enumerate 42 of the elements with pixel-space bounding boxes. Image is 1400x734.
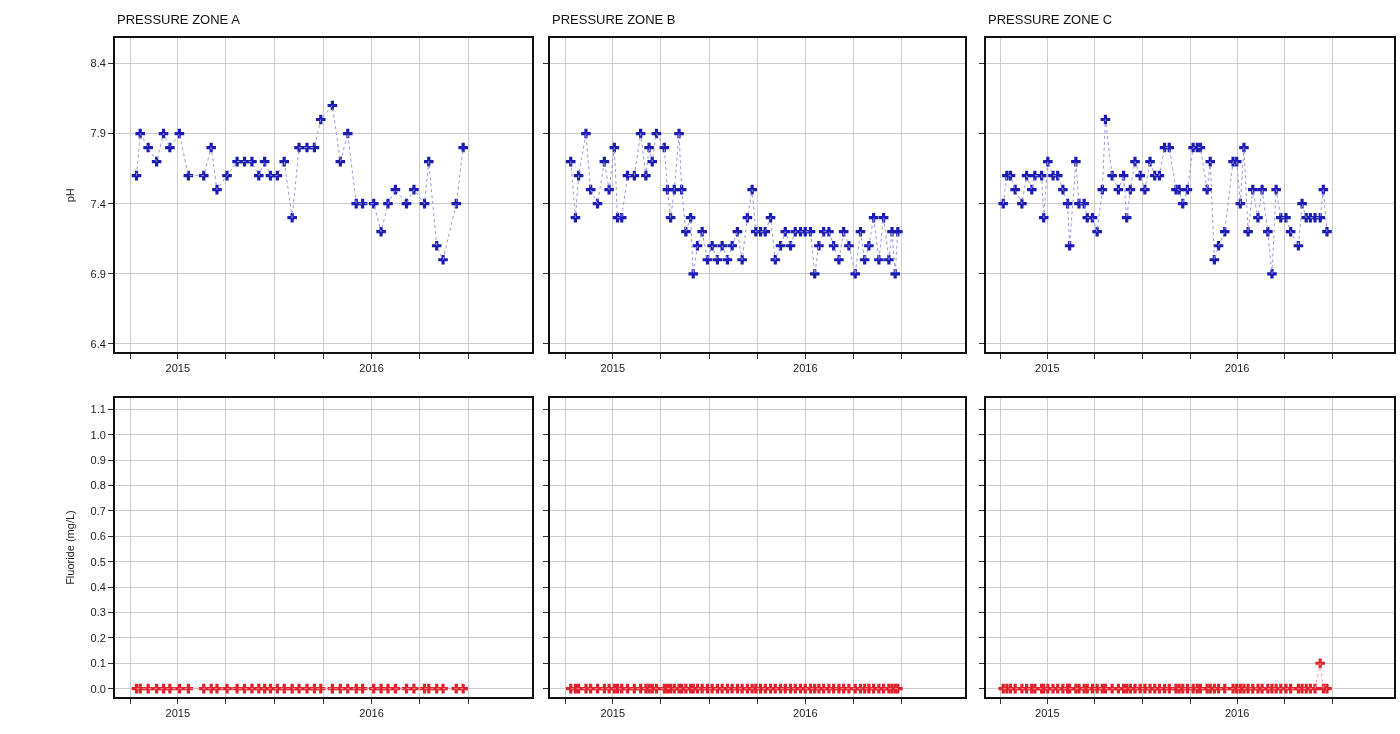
x-tick-label: 2016 [1224,707,1250,720]
x-tick-label: 2015 [1035,362,1060,375]
y-tick-label: 0.3 [90,606,106,619]
x-tick-label: 2016 [793,707,818,720]
y-axis-title: pH [63,188,76,203]
point [458,142,468,153]
point [409,184,419,195]
x-tick-label: 2015 [600,362,626,375]
point [222,170,232,181]
y-tick-label: 6.9 [90,267,106,280]
y-tick-label: 7.9 [90,127,106,140]
x-tick-label: 2016 [359,707,384,720]
x-tick-label: 2016 [1224,362,1250,375]
chart-title: PRESSURE ZONE B [552,12,676,27]
y-tick-label: 0.5 [90,555,106,568]
y-tick-label: 6.4 [90,337,106,350]
y-tick-label: 7.4 [90,197,106,210]
y-tick-label: 0.4 [90,580,106,593]
x-tick-label: 2015 [165,707,191,720]
y-tick-label: 0.1 [90,657,106,670]
y-tick-label: 0.2 [90,631,106,644]
point [438,254,448,265]
chart-title: PRESSURE ZONE A [117,12,241,27]
x-tick-label: 2016 [793,362,818,375]
y-tick-label: 0.6 [90,530,106,543]
x-tick-label: 2016 [359,362,384,375]
y-tick-label: 0.9 [90,453,106,466]
point [212,184,222,195]
point [247,156,257,167]
y-tick-label: 8.4 [90,57,106,70]
point [431,240,442,251]
x-tick-label: 2015 [600,707,626,720]
chart-title: PRESSURE ZONE C [988,12,1113,27]
point [376,226,386,237]
y-tick-label: 0.0 [90,682,106,695]
x-tick-label: 2015 [165,362,191,375]
y-tick-label: 0.7 [90,504,106,517]
y-tick-label: 1.1 [90,403,106,416]
y-tick-label: 1.0 [90,428,106,441]
y-tick-label: 0.8 [90,479,106,492]
x-tick-label: 2015 [1035,707,1060,720]
y-axis-title: Fluoride (mg/L) [63,510,76,585]
